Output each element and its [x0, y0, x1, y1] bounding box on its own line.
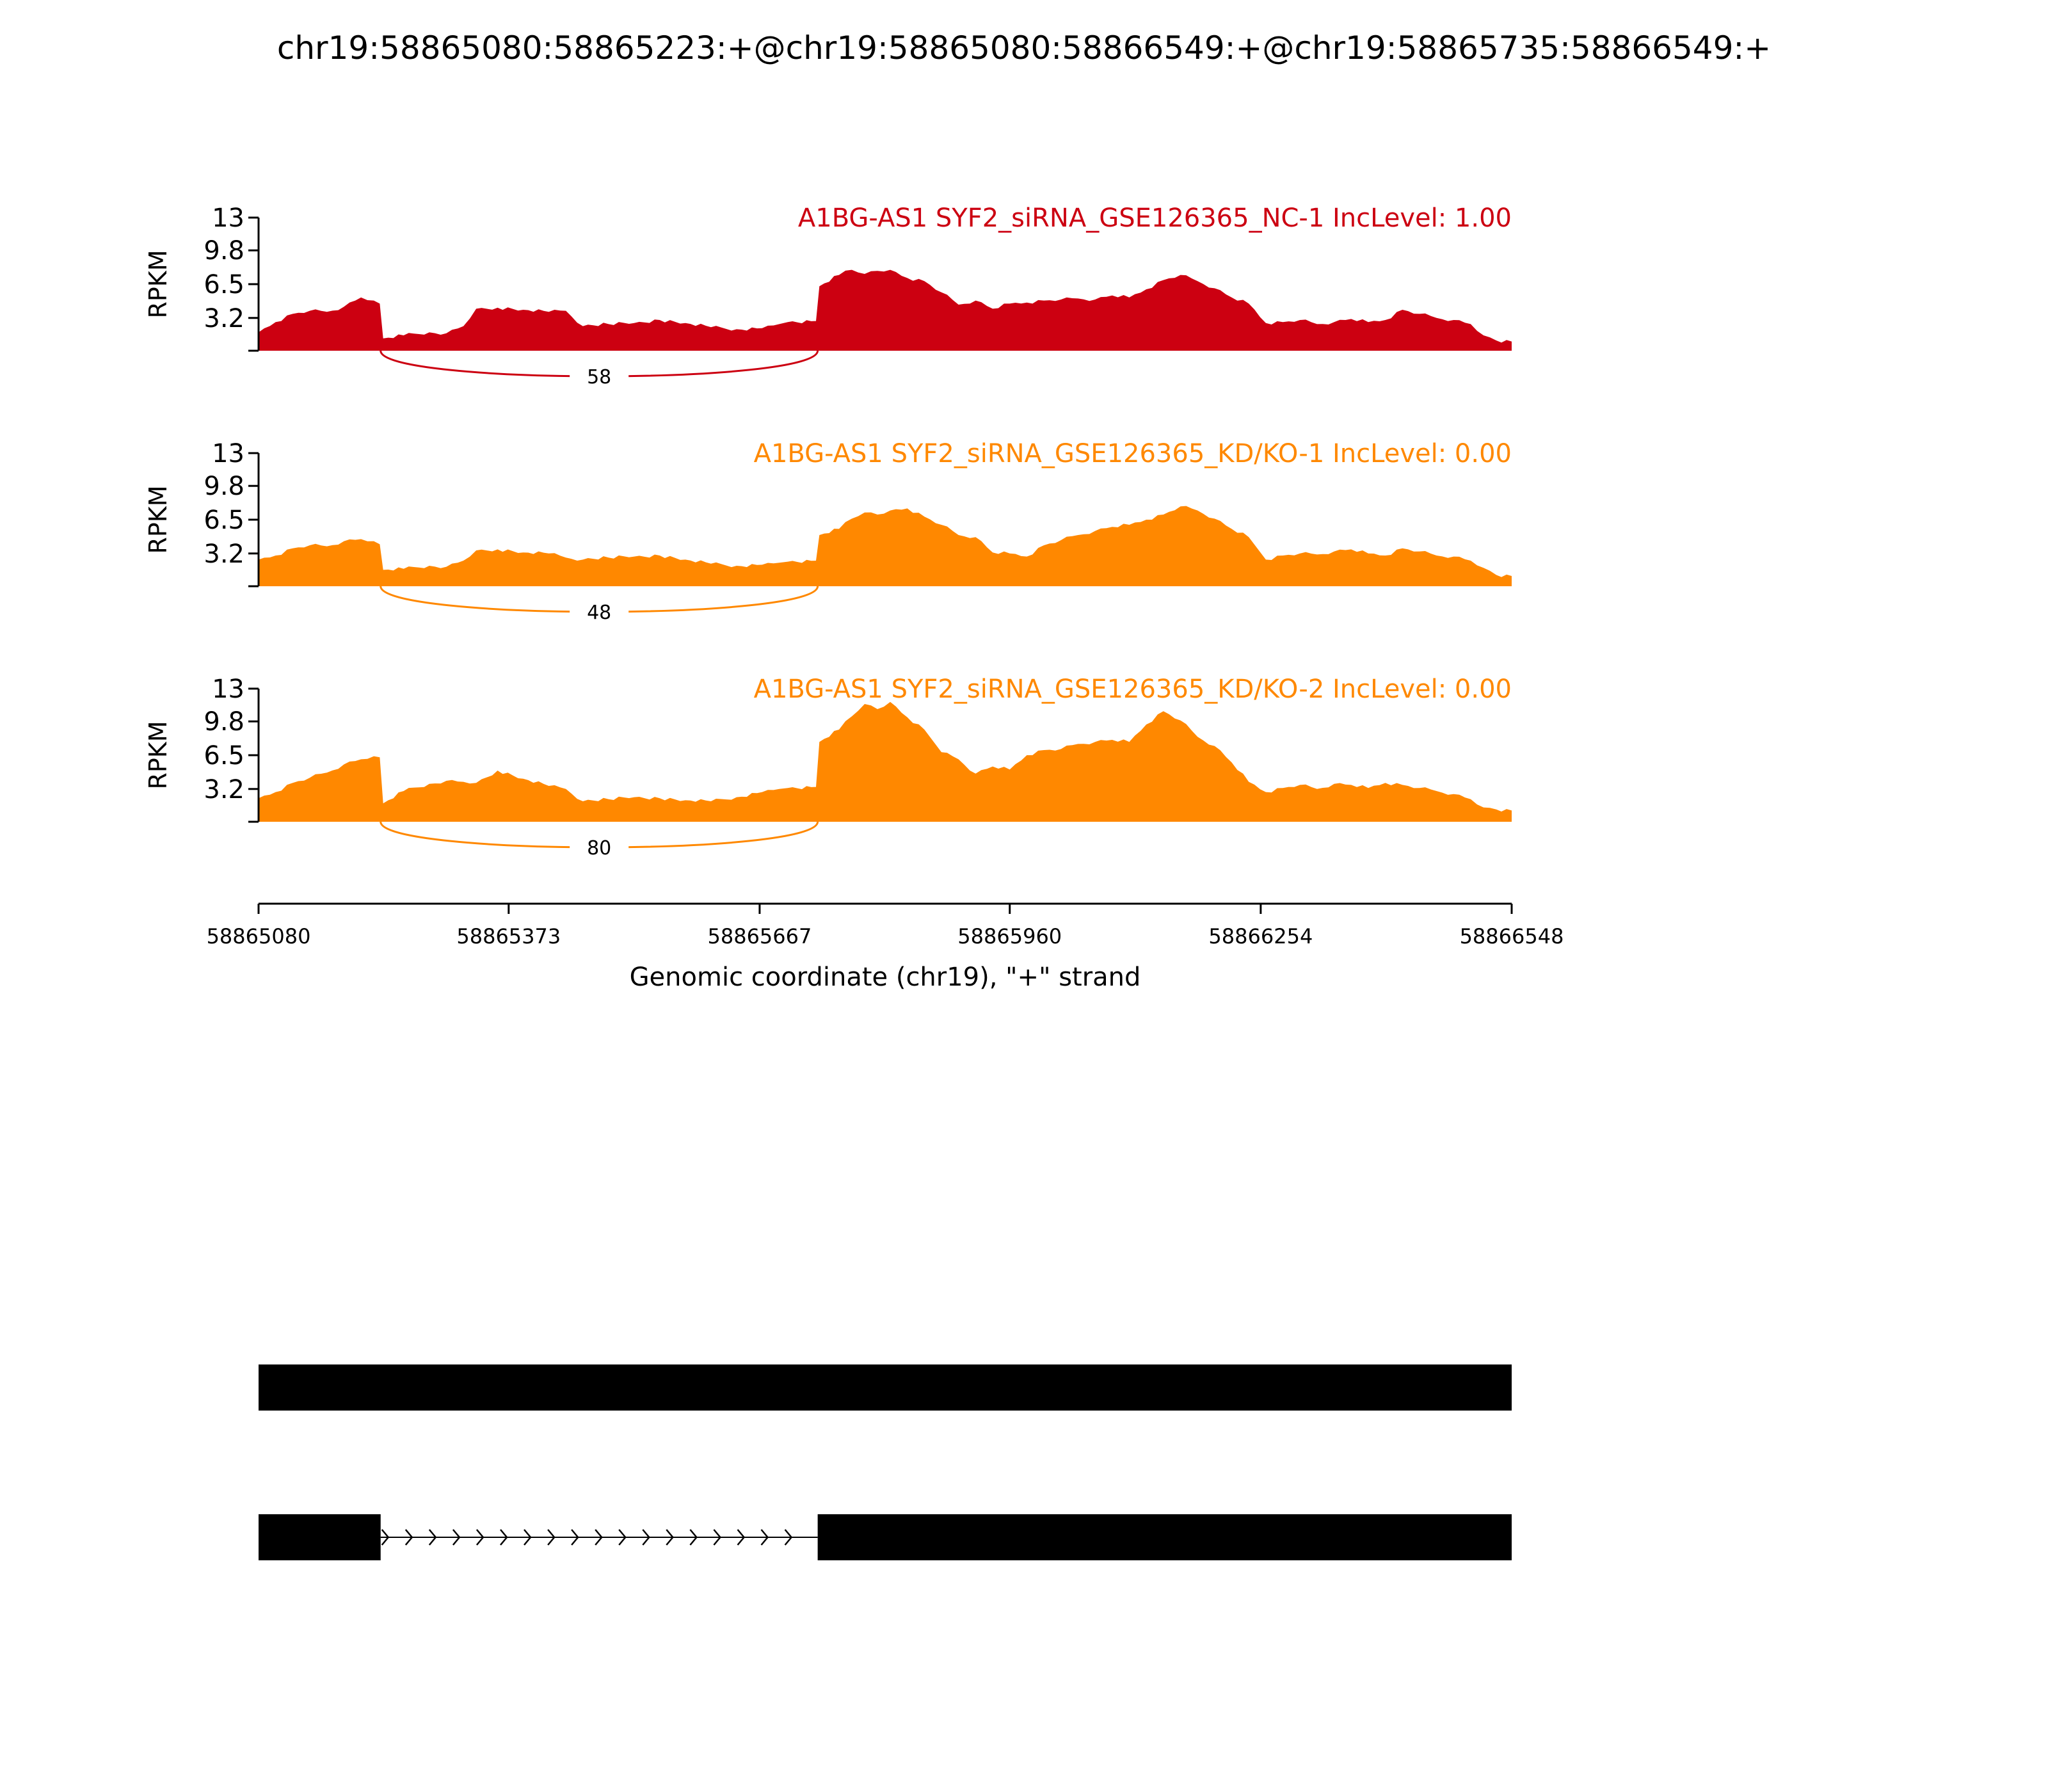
strand-chevron [381, 1529, 390, 1546]
junction-count-label: 80 [587, 837, 611, 860]
junction-count-bg [570, 599, 629, 625]
x-tick-label: 58865960 [957, 924, 1062, 948]
junction-count-bg [570, 835, 629, 860]
strand-chevron [666, 1529, 674, 1546]
panel-3-ylabel: RPKM [144, 721, 172, 789]
strand-chevron [547, 1529, 556, 1546]
panel-3-junction: 80 [380, 821, 819, 860]
panel-2: 3.2 6.5 9.8 13 48 A1BG-AS1 SYF2_siRNA_GSE12… [144, 439, 1512, 625]
strand-chevron [452, 1529, 461, 1546]
panel-3: 3.2 6.5 9.8 13 80 A1BG-AS1 SYF2_siRNA_GSE12… [144, 675, 1512, 860]
y-tick-label: 13 [212, 204, 244, 233]
strand-chevron [476, 1529, 484, 1546]
panel-3-area [259, 701, 1512, 822]
y-tick-label: 3.2 [204, 775, 244, 804]
panel-2-series-label: A1BG-AS1 SYF2_siRNA_GSE126365_KD/KO-1 In… [754, 439, 1512, 468]
coverage-area-2 [259, 506, 1512, 586]
strand-chevron [713, 1529, 722, 1546]
strand-chevron [689, 1529, 698, 1546]
coverage-area-1 [259, 269, 1512, 351]
y-tick-label: 13 [212, 439, 244, 468]
y-tick-label: 6.5 [204, 741, 244, 771]
panel-2-junction: 48 [380, 586, 819, 625]
panel-3-yaxis: 3.2 6.5 9.8 13 [204, 675, 260, 823]
strand-chevron [428, 1529, 437, 1546]
figure-title: chr19:58865080:58865223:+@chr19:58865080… [277, 29, 1771, 67]
x-tick-label: 58865080 [207, 924, 311, 948]
panel-1-junction: 58 [380, 350, 819, 389]
y-tick-label: 3.2 [204, 540, 244, 569]
gene-model-2 [259, 1514, 1512, 1560]
strand-chevron [571, 1529, 579, 1546]
panel-1-area [259, 269, 1512, 351]
y-tick-label: 13 [212, 675, 244, 704]
junction-count-bg [570, 364, 629, 389]
strand-chevron [642, 1529, 650, 1546]
gene-model-1 [259, 1364, 1512, 1411]
strand-chevron [500, 1529, 508, 1546]
panel-1-yaxis: 3.2 6.5 9.8 13 [204, 204, 260, 352]
x-tick-label: 58866254 [1208, 924, 1313, 948]
y-tick-label: 9.8 [204, 707, 244, 737]
y-tick-label: 9.8 [204, 236, 244, 266]
junction-count-label: 58 [587, 366, 611, 388]
x-axis-ticks: 58865080 58865373 58865667 58865960 58866254… [207, 904, 1564, 948]
x-tick-label: 58866548 [1460, 924, 1564, 948]
y-tick-label: 6.5 [204, 270, 244, 300]
panel-2-ylabel: RPKM [144, 485, 172, 554]
junction-count-label: 48 [587, 602, 611, 624]
x-tick-label: 58865667 [707, 924, 812, 948]
exon-block [259, 1514, 381, 1560]
y-tick-label: 6.5 [204, 506, 244, 535]
strand-chevron [404, 1529, 413, 1546]
exon-block [259, 1364, 1512, 1411]
panel-2-area [259, 506, 1512, 586]
x-axis: 58865080 58865373 58865667 58865960 58866254… [207, 902, 1564, 992]
strand-chevron [618, 1529, 627, 1546]
y-tick-label: 3.2 [204, 304, 244, 333]
strand-chevron [524, 1529, 532, 1546]
strand-chevron [595, 1529, 603, 1546]
panel-1: 3.2 6.5 9.8 13 58 A1BG-AS1 SYF2_siRNA_GSE12… [144, 204, 1512, 389]
panel-3-series-label: A1BG-AS1 SYF2_siRNA_GSE126365_KD/KO-2 In… [754, 675, 1512, 704]
exon-block [817, 1514, 1512, 1560]
strand-chevron [760, 1529, 769, 1546]
coverage-area-3 [259, 701, 1512, 822]
y-tick-label: 9.8 [204, 472, 244, 501]
panel-1-ylabel: RPKM [144, 250, 172, 318]
panel-1-series-label: A1BG-AS1 SYF2_siRNA_GSE126365_NC-1 IncLe… [798, 204, 1512, 233]
strand-chevron [784, 1529, 793, 1546]
strand-chevron [737, 1529, 746, 1546]
x-axis-label: Genomic coordinate (chr19), "+" strand [630, 963, 1141, 992]
x-tick-label: 58865373 [456, 924, 561, 948]
panel-2-yaxis: 3.2 6.5 9.8 13 [204, 439, 260, 588]
